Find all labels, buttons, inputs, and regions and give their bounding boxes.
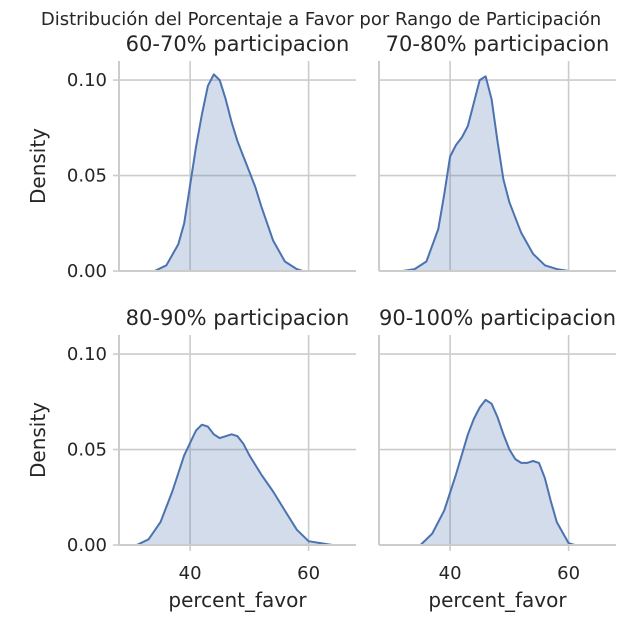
facet-title: 70-80% participacion	[386, 32, 610, 56]
facet-title: 90-100% participacion	[379, 306, 616, 330]
y-tick-label: 0.05	[67, 166, 107, 187]
x-axis-label: percent_favor	[428, 588, 567, 612]
y-axis-label: Density	[26, 128, 50, 204]
y-axis-label: Density	[26, 402, 50, 478]
facet-title: 80-90% participacion	[126, 306, 350, 330]
x-tick-label: 60	[297, 563, 320, 584]
y-tick-label: 0.00	[67, 261, 107, 282]
chart-title: Distribución del Porcentaje a Favor por …	[41, 9, 601, 30]
facet-panel: 60-70% participacion 0.00 0.05 0.10 Density	[26, 32, 356, 282]
x-tick-label: 40	[179, 563, 202, 584]
y-tick-label: 0.10	[67, 344, 107, 365]
x-axis-label: percent_favor	[168, 588, 307, 612]
y-tick-label: 0.05	[67, 440, 107, 461]
density-area	[420, 399, 575, 545]
x-tick-label: 40	[439, 563, 462, 584]
y-tick-label: 0.00	[67, 535, 107, 556]
facet-panel: 90-100% participacion 40 60 percent_favor	[378, 306, 616, 612]
facet-panel: 70-80% participacion	[378, 32, 616, 272]
y-tick-label: 0.10	[67, 70, 107, 91]
facet-panel: 80-90% participacion 0.00 0.05 0.10 Density 4…	[26, 306, 356, 612]
density-line	[154, 73, 304, 272]
density-area	[402, 76, 569, 271]
density-line	[419, 398, 575, 546]
x-tick-label: 60	[557, 563, 580, 584]
facet-grid: 60-70% participacion 0.00 0.05 0.10 Density 7…	[26, 32, 616, 612]
density-line	[402, 75, 569, 272]
density-area	[154, 74, 303, 272]
density-area	[136, 424, 333, 545]
facet-title: 60-70% participacion	[126, 32, 350, 56]
density-line	[136, 423, 333, 546]
